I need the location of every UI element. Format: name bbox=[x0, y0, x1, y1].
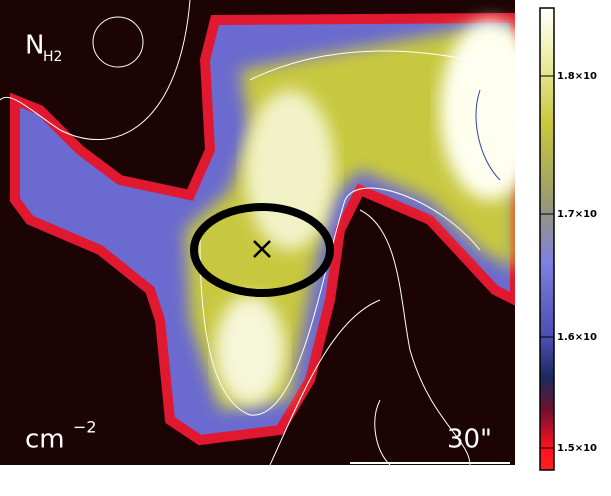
map-label-sub: H2 bbox=[43, 49, 62, 65]
map-label: N bbox=[25, 31, 44, 61]
colorbar-label: 1.5×10 bbox=[557, 443, 597, 454]
colorbar-ticks: 1.8×10 1.7×10 1.6×10 1.5×10 bbox=[540, 71, 597, 454]
colorbar-label: 1.6×10 bbox=[557, 332, 597, 343]
core bbox=[440, 20, 515, 200]
contour-inner bbox=[475, 89, 501, 181]
center-marker bbox=[253, 240, 271, 258]
core bbox=[215, 295, 285, 405]
contours bbox=[0, 0, 515, 465]
colorbar-label: 1.7×10 bbox=[557, 209, 597, 220]
colorbar bbox=[539, 7, 555, 471]
map: N H2 cm −2 30" bbox=[0, 0, 515, 465]
beam-ellipse bbox=[190, 203, 334, 297]
colorbar-label: 1.8×10 bbox=[557, 71, 597, 82]
scale-label: 30" bbox=[447, 425, 492, 455]
unit-exponent: −2 bbox=[73, 418, 97, 437]
unit: cm bbox=[25, 425, 65, 455]
